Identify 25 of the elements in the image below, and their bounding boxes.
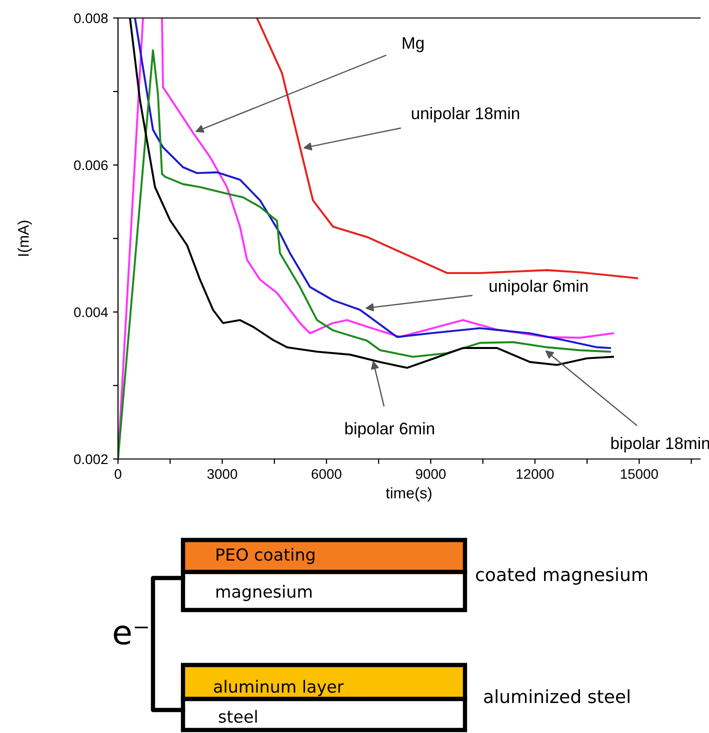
x-axis-title: time(s)	[386, 487, 432, 502]
x-tick-label: 9000	[416, 469, 446, 479]
text: aluminized steel	[484, 689, 630, 704]
annotation: bipolar 18min	[611, 436, 709, 452]
x-tick-label: 6000	[312, 469, 342, 479]
text: coated magnesium	[476, 567, 648, 585]
x-tick-label: 12000	[516, 469, 554, 479]
y-tick-label: 0.006	[74, 160, 108, 170]
y-tick-label: 0.008	[74, 13, 108, 24]
text: magnesium	[216, 584, 312, 602]
text: e⁻	[114, 626, 148, 645]
annotation: unipolar 18min	[412, 106, 520, 123]
annotation: unipolar 6min	[490, 280, 588, 296]
text: PEO coating	[216, 548, 314, 564]
x-tick-label: 0	[114, 469, 122, 479]
line-series	[256, 18, 638, 280]
annotation: Mg	[402, 37, 424, 52]
y-axis-title: I(mA)	[18, 220, 32, 256]
text: steel	[218, 710, 257, 723]
y-tick-label: 0.002	[74, 454, 108, 464]
x-tick-label: 3000	[207, 469, 238, 479]
annotation: bipolar 6min	[345, 422, 434, 438]
text: aluminum layer	[214, 680, 344, 696]
y-tick-label: 0.004	[74, 307, 108, 318]
x-tick-label: 15000	[620, 469, 658, 479]
